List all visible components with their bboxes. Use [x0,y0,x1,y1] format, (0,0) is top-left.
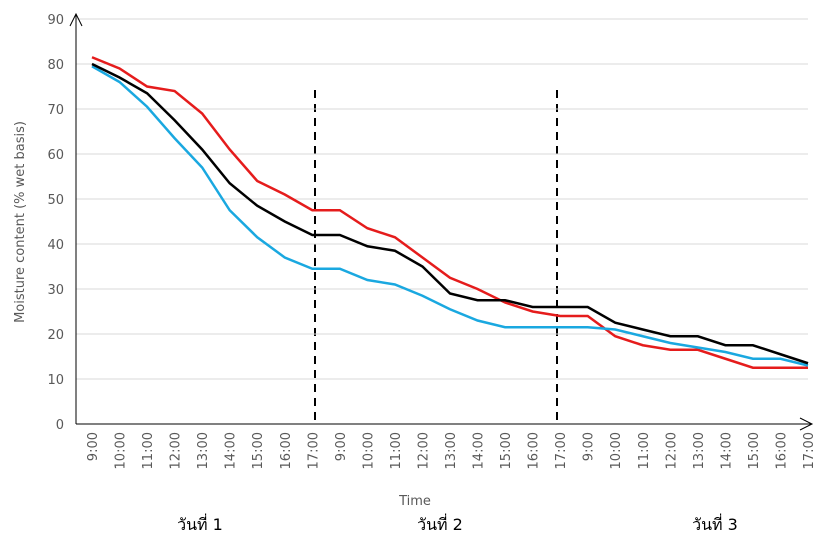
day-label: วันที่ 1 [177,513,223,534]
x-tick-label: 15:00 [251,432,266,469]
axis-arrow [799,417,814,431]
x-tick-label: 13:00 [196,432,211,469]
day-label: วันที่ 2 [417,513,463,534]
y-tick-label: 20 [47,328,64,343]
x-tick-label: 17:00 [554,432,569,469]
x-tick-label: 17:00 [306,432,321,469]
x-tick-label: 13:00 [444,432,459,469]
x-tick-label: 15:00 [499,432,514,469]
x-tick-label: 13:00 [692,432,707,469]
y-tick-label: 10 [47,373,64,388]
y-axis-title: Moisture content (% wet basis) [13,121,28,323]
x-axis-title: Time [398,494,431,509]
day-label: วันที่ 3 [692,513,738,534]
x-tick-label: 11:00 [637,432,652,469]
x-tick-label: 16:00 [774,432,789,469]
x-tick-label: 9:00 [86,432,101,461]
series-line [91,62,809,365]
x-tick-label: 12:00 [416,432,431,469]
x-tick-label: 16:00 [279,432,294,469]
x-tick-label: 16:00 [527,432,542,469]
x-tick-label: 14:00 [719,432,734,469]
series-line [91,56,808,369]
y-tick-label: 70 [47,103,64,118]
x-tick-label: 9:00 [334,432,349,461]
x-tick-label: 17:00 [802,432,814,469]
y-tick-label: 80 [47,58,64,73]
x-tick-label: 15:00 [747,432,762,469]
x-tick-label: 10:00 [609,432,624,469]
x-tick-label: 12:00 [169,432,184,469]
y-tick-label: 0 [56,418,64,433]
y-tick-label: 50 [47,193,64,208]
x-tick-label: 11:00 [389,432,404,469]
axis-arrow [69,12,83,27]
y-tick-label: 40 [47,238,64,253]
x-tick-label: 14:00 [224,432,239,469]
x-tick-label: 10:00 [361,432,376,469]
x-tick-label: 9:00 [582,432,597,461]
x-tick-label: 10:00 [114,432,129,469]
x-tick-label: 11:00 [141,432,156,469]
y-tick-label: 30 [47,283,64,298]
x-tick-label: 12:00 [664,432,679,469]
x-tick-label: 14:00 [472,432,487,469]
y-tick-label: 60 [47,148,64,163]
series-line [91,65,809,367]
y-tick-label: 90 [47,13,64,28]
